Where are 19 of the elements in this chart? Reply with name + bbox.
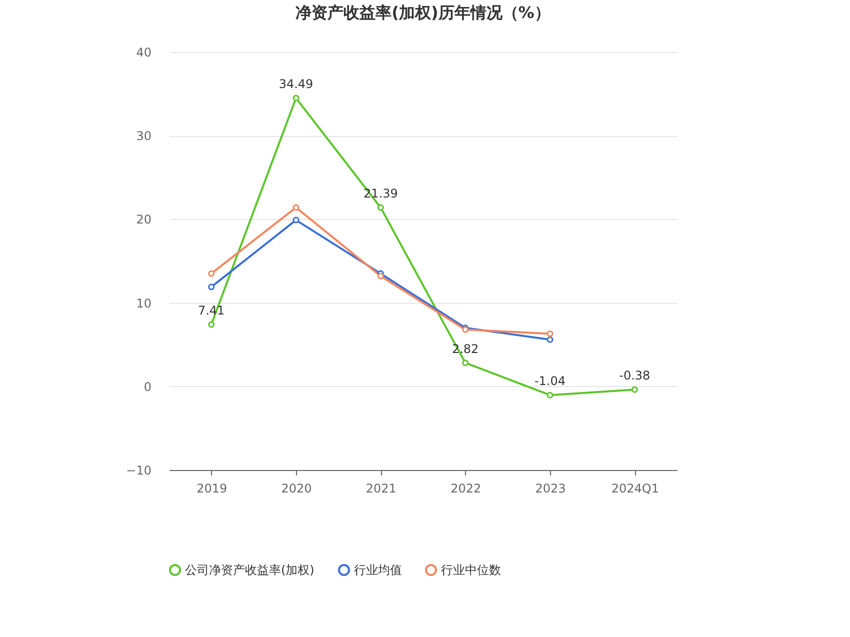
y-tick-label: 0 <box>144 380 152 394</box>
data-label: -1.04 <box>534 374 566 388</box>
x-tick-label: 2021 <box>366 482 396 496</box>
y-tick-label: −10 <box>126 464 152 478</box>
data-label: 34.49 <box>278 77 314 92</box>
x-tick-label: 2020 <box>281 482 312 496</box>
y-tick-label: 30 <box>136 129 152 144</box>
x-tick-label: 2019 <box>196 482 228 496</box>
x-tick-label: 2023 <box>535 482 566 496</box>
y-tick-label: 20 <box>136 212 152 227</box>
data-label: -0.38 <box>619 368 650 383</box>
y-tick-label: 40 <box>136 46 152 60</box>
y-tick-label: 10 <box>136 296 152 310</box>
x-tick-label: 2022 <box>450 482 482 496</box>
chart-title: 净资产收益率(加权)历年情况（%） <box>296 3 550 22</box>
legend-label: 公司净资产收益率(加权) <box>185 563 314 577</box>
legend-label: 行业均值 <box>354 563 402 577</box>
legend-label: 行业中位数 <box>441 563 501 577</box>
x-tick-label: 2024Q1 <box>611 482 659 496</box>
